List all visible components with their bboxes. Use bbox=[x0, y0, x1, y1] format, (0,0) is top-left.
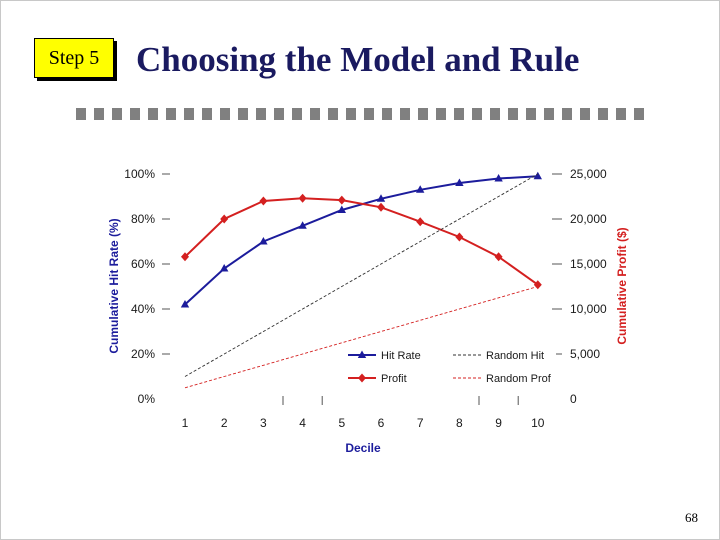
profit-point bbox=[259, 196, 268, 206]
hit-rate-point bbox=[455, 178, 464, 186]
chart-legend: Hit Rate Profit Random Hit Random Prof bbox=[341, 346, 556, 391]
x-tick-label: 3 bbox=[260, 416, 267, 430]
y2-tick-label: 5,000 bbox=[570, 347, 600, 361]
page-number: 68 bbox=[685, 510, 698, 525]
profit-point bbox=[220, 214, 229, 224]
series-line bbox=[184, 175, 538, 306]
y-tick-label: 100% bbox=[124, 167, 155, 181]
chart-series bbox=[180, 171, 542, 389]
y-tick-label: 20% bbox=[131, 347, 155, 361]
profit-point bbox=[455, 232, 464, 242]
x-tick-label: 10 bbox=[531, 416, 545, 430]
legend-label: Profit bbox=[381, 373, 407, 385]
legend-marker bbox=[357, 350, 367, 358]
slide-title: Choosing the Model and Rule bbox=[136, 40, 580, 79]
x-tick-label: 5 bbox=[338, 416, 345, 430]
y-tick-label: 0% bbox=[138, 392, 156, 406]
y-tick-label: 60% bbox=[131, 257, 155, 271]
legend-box bbox=[341, 346, 556, 391]
x-tick-label: 6 bbox=[378, 416, 385, 430]
x-tick-label: 7 bbox=[417, 416, 424, 430]
y2-tick-label: 25,000 bbox=[570, 167, 607, 181]
hit-rate-point bbox=[494, 174, 503, 182]
profit-point bbox=[494, 252, 503, 262]
y2-tick-label: 0 bbox=[570, 392, 577, 406]
x-tick-label: 1 bbox=[182, 416, 189, 430]
hit-rate-point bbox=[259, 237, 268, 245]
y2-tick-label: 15,000 bbox=[570, 257, 607, 271]
y2-tick-label: 20,000 bbox=[570, 212, 607, 226]
hit-rate-point bbox=[337, 205, 346, 213]
legend-label: Random Hit bbox=[486, 350, 544, 362]
profit-point bbox=[416, 217, 425, 227]
x-tick-label: 4 bbox=[299, 416, 306, 430]
hit-rate-point bbox=[376, 194, 386, 202]
profit-point bbox=[181, 252, 189, 262]
series-line bbox=[184, 286, 538, 389]
y-tick-label: 80% bbox=[131, 212, 155, 226]
hit-rate-point bbox=[533, 171, 542, 180]
hit-rate-point bbox=[416, 185, 425, 193]
hit-rate-point bbox=[298, 221, 307, 229]
step-badge: Step 5 bbox=[34, 38, 114, 78]
y2-axis-label: Cumulative Profit ($) bbox=[615, 227, 629, 344]
chart-tick-labels: 0% 20% 40% 60% 80% 100% 0 5,000 10,000 15,000 20,0… bbox=[124, 167, 607, 430]
legend-marker bbox=[358, 373, 366, 383]
title-divider bbox=[76, 108, 652, 120]
legend-label: Hit Rate bbox=[381, 350, 421, 362]
legend-label: Random Prof bbox=[486, 373, 552, 385]
x-tick-label: 9 bbox=[495, 416, 502, 430]
x-tick-label: 2 bbox=[221, 416, 228, 430]
y-axis-label: Cumulative Hit Rate (%) bbox=[107, 218, 121, 353]
series-line bbox=[184, 197, 539, 286]
x-tick-label: 8 bbox=[456, 416, 463, 430]
profit-point bbox=[337, 195, 346, 205]
y-tick-label: 40% bbox=[131, 302, 155, 316]
profit-point bbox=[298, 193, 307, 203]
chart-axes bbox=[162, 173, 562, 405]
hit-rate-point bbox=[180, 300, 190, 308]
x-axis-label: Decile bbox=[345, 441, 381, 455]
y2-tick-label: 10,000 bbox=[570, 302, 607, 316]
profit-point bbox=[377, 202, 385, 212]
hit-rate-point bbox=[220, 264, 229, 272]
series-line bbox=[184, 173, 539, 377]
